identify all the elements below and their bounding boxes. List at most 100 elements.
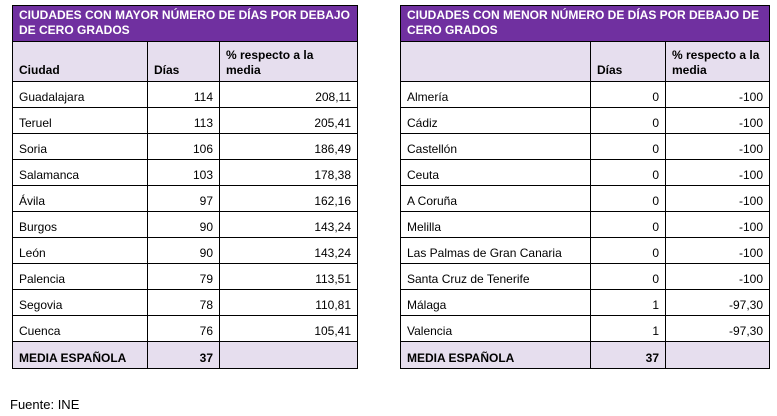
column-header-percent: % respecto a la media bbox=[218, 41, 359, 82]
days-cell: 1 bbox=[590, 315, 666, 342]
percent-cell: 178,38 bbox=[218, 159, 359, 186]
table-row: Castellón 0 -100 bbox=[400, 133, 770, 160]
city-cell: Soria bbox=[12, 133, 148, 160]
table-header-row: Ciudad Días % respecto a la media bbox=[12, 41, 359, 82]
column-header-days: Días bbox=[590, 41, 666, 82]
percent-cell: -100 bbox=[665, 185, 770, 212]
percent-cell: -100 bbox=[665, 237, 770, 264]
table-row: Soria 106 186,49 bbox=[12, 133, 359, 160]
table-row: Valencia 1 -97,30 bbox=[400, 315, 770, 342]
average-percent bbox=[218, 341, 359, 369]
table-row: Ávila 97 162,16 bbox=[12, 185, 359, 212]
source-note: Fuente: INE bbox=[10, 397, 80, 412]
percent-cell: -100 bbox=[665, 81, 770, 108]
table-row: Málaga 1 -97,30 bbox=[400, 289, 770, 316]
table-footer-row: MEDIA ESPAÑOLA 37 bbox=[400, 341, 770, 369]
table-row: A Coruña 0 -100 bbox=[400, 185, 770, 212]
table-row: Santa Cruz de Tenerife 0 -100 bbox=[400, 263, 770, 290]
table-row: Burgos 90 143,24 bbox=[12, 211, 359, 238]
table-least-frost-days: CIUDADES CON MENOR NÚMERO DE DÍAS POR DE… bbox=[400, 5, 770, 369]
days-cell: 106 bbox=[147, 133, 220, 160]
city-cell: Cuenca bbox=[12, 315, 148, 342]
city-cell: Ávila bbox=[12, 185, 148, 212]
days-cell: 79 bbox=[147, 263, 220, 290]
city-cell: Santa Cruz de Tenerife bbox=[400, 263, 591, 290]
city-cell: Melilla bbox=[400, 211, 591, 238]
city-cell: Castellón bbox=[400, 133, 591, 160]
column-header-days: Días bbox=[147, 41, 220, 82]
table-header-row: Días % respecto a la media bbox=[400, 41, 770, 82]
percent-cell: 143,24 bbox=[218, 211, 359, 238]
table-row: Ceuta 0 -100 bbox=[400, 159, 770, 186]
percent-cell: 110,81 bbox=[218, 289, 359, 316]
city-cell: León bbox=[12, 237, 148, 264]
percent-cell: 143,24 bbox=[218, 237, 359, 264]
city-cell: Almería bbox=[400, 81, 591, 108]
days-cell: 114 bbox=[147, 81, 220, 108]
city-cell: Málaga bbox=[400, 289, 591, 316]
days-cell: 0 bbox=[590, 211, 666, 238]
percent-cell: 205,41 bbox=[218, 107, 359, 134]
city-cell: Teruel bbox=[12, 107, 148, 134]
days-cell: 78 bbox=[147, 289, 220, 316]
percent-cell: -100 bbox=[665, 159, 770, 186]
table-title-row: CIUDADES CON MAYOR NÚMERO DE DÍAS POR DE… bbox=[11, 5, 359, 42]
days-cell: 90 bbox=[147, 237, 220, 264]
city-cell: Salamanca bbox=[12, 159, 148, 186]
average-label: MEDIA ESPAÑOLA bbox=[400, 341, 591, 369]
days-cell: 113 bbox=[147, 107, 220, 134]
days-cell: 1 bbox=[590, 289, 666, 316]
average-days: 37 bbox=[590, 341, 666, 369]
city-cell: A Coruña bbox=[400, 185, 591, 212]
city-cell: Burgos bbox=[12, 211, 148, 238]
column-header-percent: % respecto a la media bbox=[665, 41, 770, 82]
table-row: Segovia 78 110,81 bbox=[12, 289, 359, 316]
table-row: Salamanca 103 178,38 bbox=[12, 159, 359, 186]
table-row: León 90 143,24 bbox=[12, 237, 359, 264]
table-row: Teruel 113 205,41 bbox=[12, 107, 359, 134]
days-cell: 90 bbox=[147, 211, 220, 238]
percent-cell: -100 bbox=[665, 211, 770, 238]
table-row: Guadalajara 114 208,11 bbox=[12, 81, 359, 108]
city-cell: Cádiz bbox=[400, 107, 591, 134]
table-row: Las Palmas de Gran Canaria 0 -100 bbox=[400, 237, 770, 264]
days-cell: 76 bbox=[147, 315, 220, 342]
days-cell: 0 bbox=[590, 81, 666, 108]
days-cell: 0 bbox=[590, 107, 666, 134]
column-header-city: Ciudad bbox=[12, 41, 148, 82]
city-cell: Guadalajara bbox=[12, 81, 148, 108]
table-row: Melilla 0 -100 bbox=[400, 211, 770, 238]
days-cell: 0 bbox=[590, 159, 666, 186]
percent-cell: -100 bbox=[665, 263, 770, 290]
table-row: Almería 0 -100 bbox=[400, 81, 770, 108]
table-most-frost-days: CIUDADES CON MAYOR NÚMERO DE DÍAS POR DE… bbox=[11, 5, 359, 369]
average-days: 37 bbox=[147, 341, 220, 369]
percent-cell: 113,51 bbox=[218, 263, 359, 290]
average-label: MEDIA ESPAÑOLA bbox=[12, 341, 148, 369]
city-cell: Las Palmas de Gran Canaria bbox=[400, 237, 591, 264]
percent-cell: 186,49 bbox=[218, 133, 359, 160]
table-row: Cádiz 0 -100 bbox=[400, 107, 770, 134]
days-cell: 0 bbox=[590, 237, 666, 264]
days-cell: 0 bbox=[590, 185, 666, 212]
percent-cell: -100 bbox=[665, 133, 770, 160]
days-cell: 103 bbox=[147, 159, 220, 186]
average-percent bbox=[665, 341, 770, 369]
days-cell: 97 bbox=[147, 185, 220, 212]
table-title: CIUDADES CON MAYOR NÚMERO DE DÍAS POR DE… bbox=[11, 5, 359, 42]
city-cell: Valencia bbox=[400, 315, 591, 342]
days-cell: 0 bbox=[590, 263, 666, 290]
percent-cell: 105,41 bbox=[218, 315, 359, 342]
city-cell: Segovia bbox=[12, 289, 148, 316]
table-row: Cuenca 76 105,41 bbox=[12, 315, 359, 342]
city-cell: Ceuta bbox=[400, 159, 591, 186]
days-cell: 0 bbox=[590, 133, 666, 160]
table-footer-row: MEDIA ESPAÑOLA 37 bbox=[12, 341, 359, 369]
table-row: Palencia 79 113,51 bbox=[12, 263, 359, 290]
percent-cell: -97,30 bbox=[665, 289, 770, 316]
column-header-city bbox=[400, 41, 591, 82]
percent-cell: -100 bbox=[665, 107, 770, 134]
percent-cell: 208,11 bbox=[218, 81, 359, 108]
table-title: CIUDADES CON MENOR NÚMERO DE DÍAS POR DE… bbox=[400, 5, 770, 42]
percent-cell: 162,16 bbox=[218, 185, 359, 212]
